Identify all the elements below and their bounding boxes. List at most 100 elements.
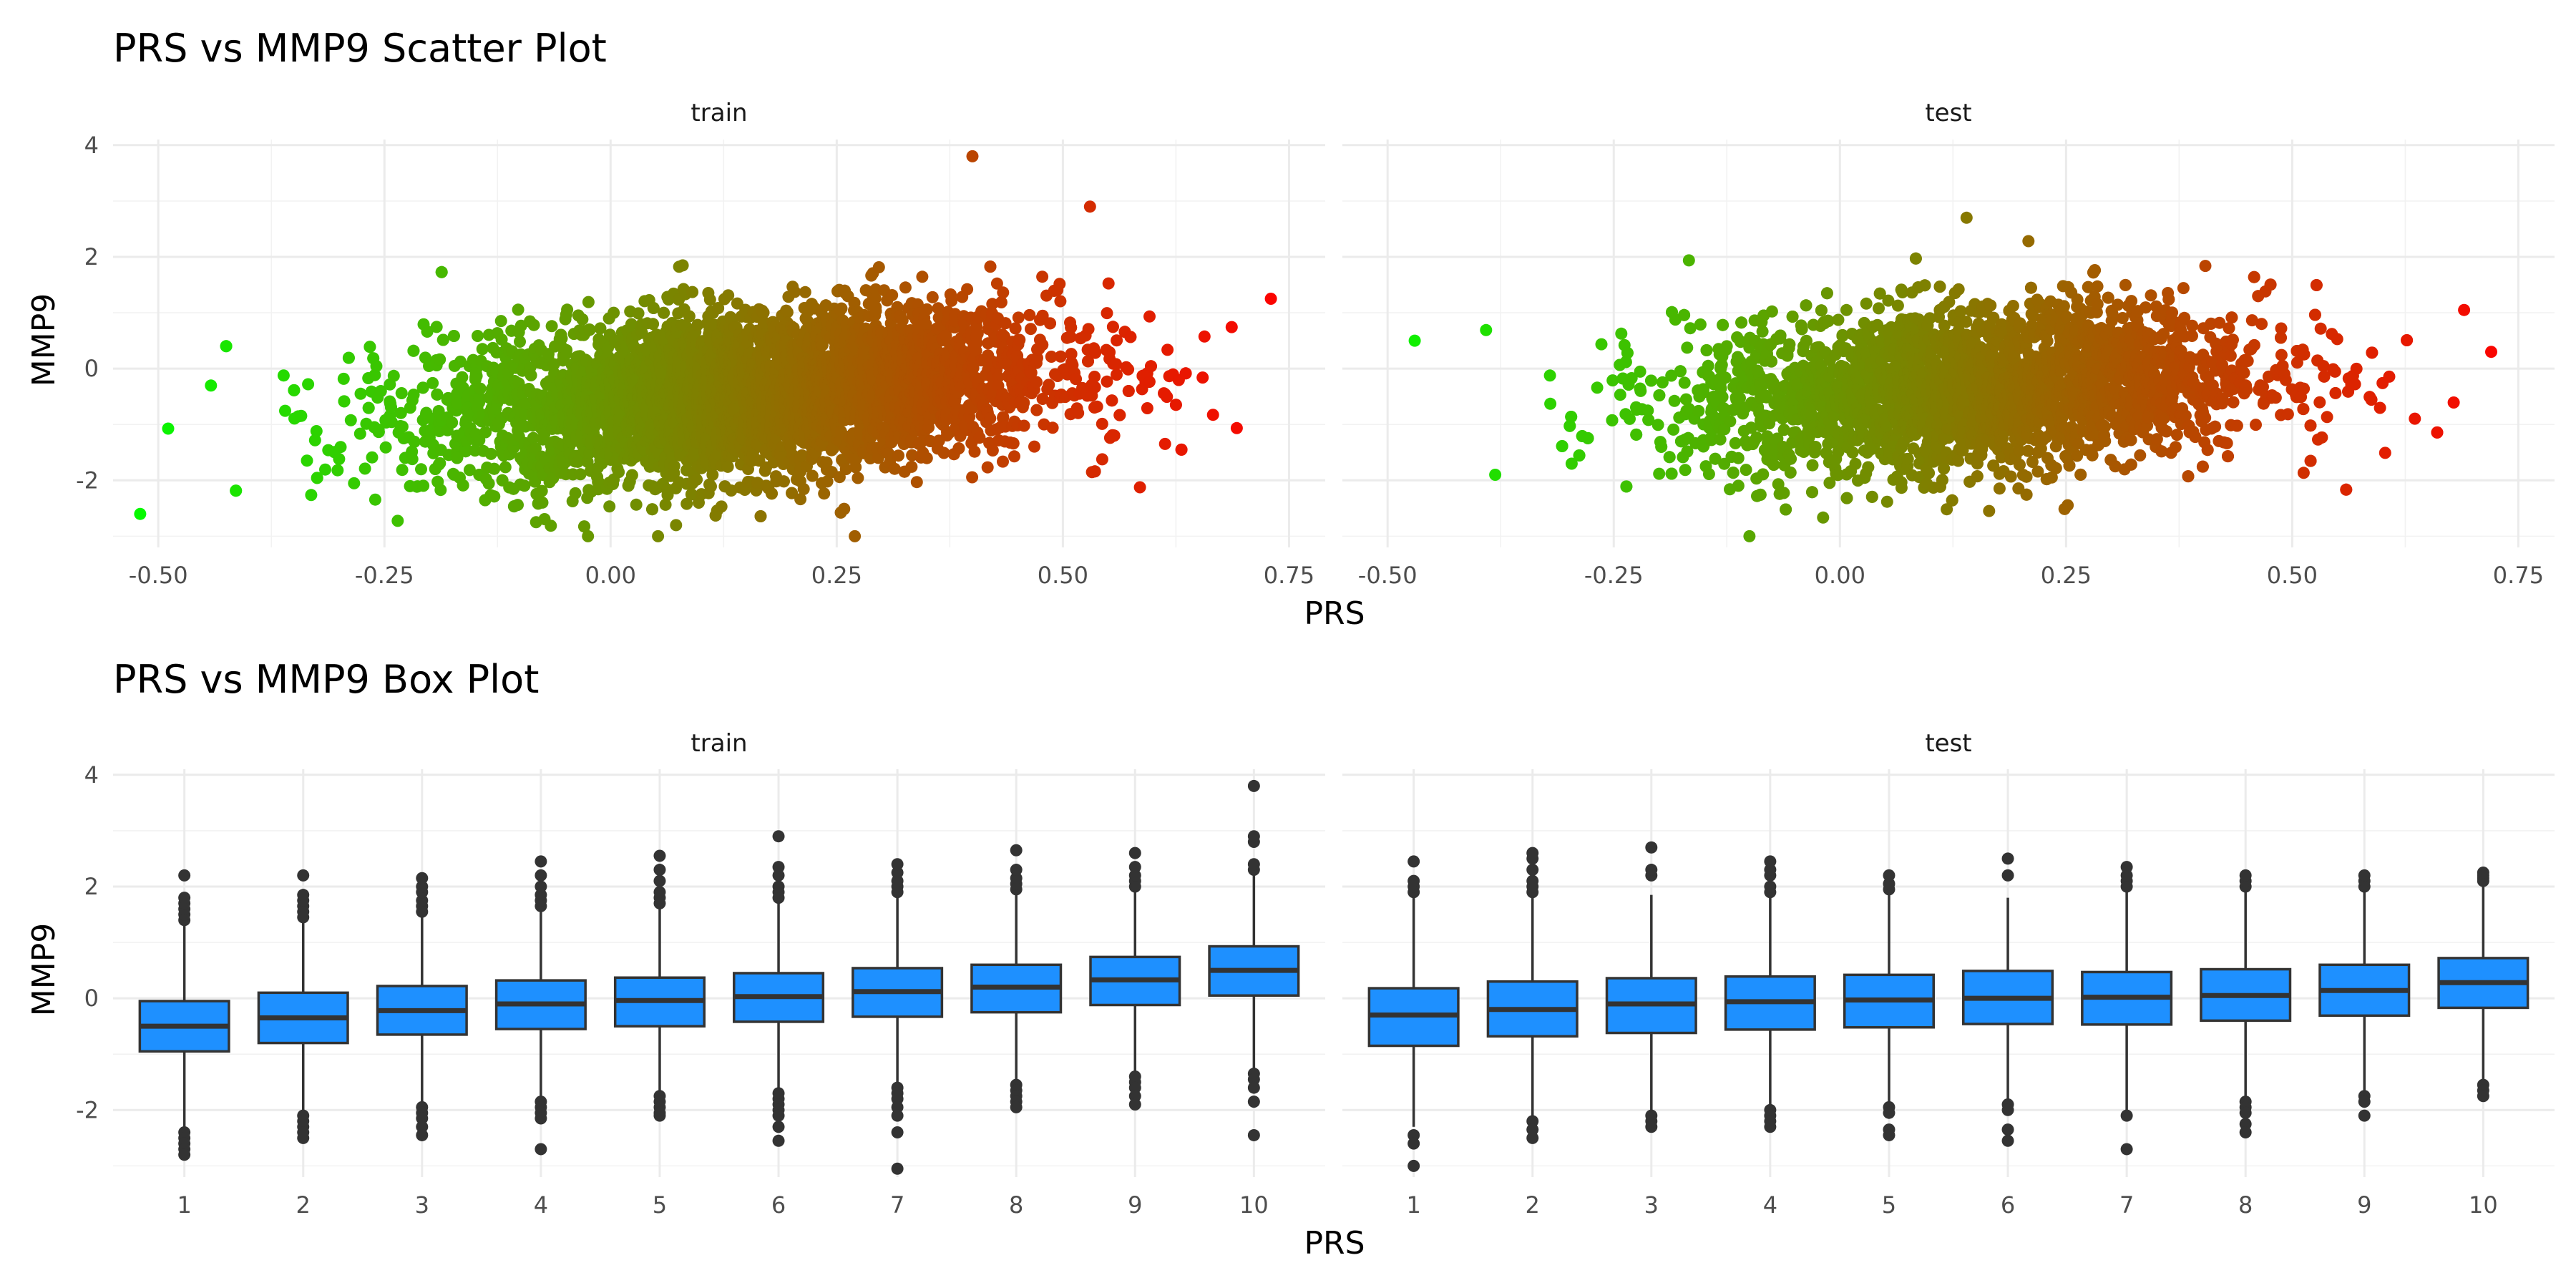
scatter-point <box>514 336 526 348</box>
scatter-point <box>757 306 770 319</box>
scatter-point <box>961 283 974 296</box>
scatter-point <box>457 479 469 492</box>
scatter-point <box>358 462 371 475</box>
box-y-axis-title: MMP9 <box>26 923 62 1016</box>
scatter-point <box>456 371 469 384</box>
scatter-point <box>536 496 549 509</box>
scatter-point <box>945 294 958 307</box>
scatter-point <box>835 302 848 315</box>
scatter-point <box>630 498 643 511</box>
scatter-point <box>920 303 933 316</box>
scatter-point <box>220 340 233 353</box>
scatter-point <box>910 476 923 489</box>
scatter-point <box>479 426 492 439</box>
scatter-point <box>578 520 590 533</box>
scatter-point <box>686 286 699 298</box>
y-tick-label: 2 <box>84 243 99 270</box>
scatter-point <box>447 330 460 342</box>
scatter-point <box>984 260 997 273</box>
scatter-point <box>691 473 703 486</box>
scatter-point <box>968 445 981 458</box>
scatter-point <box>344 414 357 426</box>
scatter-point <box>582 530 595 542</box>
scatter-point <box>583 323 596 336</box>
scatter-point <box>872 261 885 273</box>
scatter-point <box>362 401 375 414</box>
scatter-point <box>295 409 308 422</box>
scatter-point <box>916 270 929 283</box>
scatter-point <box>997 286 1010 299</box>
scatter-facet-label-train: train <box>691 99 747 127</box>
scatter-point <box>789 286 801 298</box>
box-facet-label-train: train <box>691 729 747 758</box>
scatter-point <box>984 412 997 425</box>
scatter-point <box>205 379 218 392</box>
scatter-point <box>777 475 790 488</box>
scatter-point <box>899 281 912 294</box>
scatter-point <box>459 445 472 458</box>
scatter-point <box>354 387 367 400</box>
scatter-point <box>668 459 680 472</box>
scatter-point <box>308 434 321 447</box>
scatter-point <box>905 460 918 473</box>
scatter-point <box>230 484 243 497</box>
scatter-point <box>305 489 318 502</box>
scatter-point <box>337 372 350 385</box>
scatter-point <box>407 389 420 401</box>
scatter-point <box>869 305 882 318</box>
scatter-point <box>594 322 607 335</box>
scatter-point <box>431 388 444 401</box>
scatter-point <box>555 332 568 345</box>
scatter-point <box>576 313 589 326</box>
scatter-point <box>952 442 965 455</box>
scatter-point <box>818 487 831 500</box>
y-tick-label: 4 <box>84 132 99 159</box>
scatter-point <box>364 341 376 353</box>
scatter-point <box>334 441 347 454</box>
box-plot-title: PRS vs MMP9 Box Plot <box>113 657 539 702</box>
scatter-point <box>613 466 625 479</box>
x-tick-label: -0.50 <box>129 562 188 589</box>
scatter-point <box>527 431 540 444</box>
scatter-point <box>353 427 366 440</box>
scatter-point <box>525 369 537 381</box>
scatter-point <box>451 451 464 464</box>
scatter-point <box>451 397 464 410</box>
scatter-point <box>997 455 1009 468</box>
x-tick-label: 0.00 <box>585 562 636 589</box>
scatter-point <box>545 519 557 532</box>
scatter-point <box>396 420 409 433</box>
scatter-point <box>647 302 660 314</box>
scatter-point <box>676 259 689 272</box>
scatter-point <box>372 426 385 439</box>
scatter-point <box>561 303 574 316</box>
scatter-point <box>482 477 495 490</box>
scatter-point <box>370 360 383 373</box>
scatter-point <box>369 493 381 506</box>
scatter-point <box>632 307 645 320</box>
y-tick-label: 0 <box>84 355 99 382</box>
scatter-point <box>366 451 379 464</box>
scatter-point <box>476 343 489 356</box>
scatter-point <box>434 353 447 366</box>
scatter-point <box>518 479 531 492</box>
scatter-point <box>369 369 381 381</box>
scatter-point <box>394 406 407 419</box>
scatter-point <box>981 461 994 474</box>
scatter-point <box>387 369 400 382</box>
scatter-point <box>310 425 323 437</box>
scatter-point <box>545 320 558 333</box>
scatter-point <box>415 463 427 476</box>
scatter-point <box>658 306 670 319</box>
scatter-point <box>582 296 595 308</box>
scatter-point <box>302 378 315 391</box>
scatter-point <box>342 351 355 364</box>
scatter-point <box>535 484 548 497</box>
scatter-point <box>134 507 147 520</box>
x-tick-label: 0.25 <box>811 562 862 589</box>
scatter-point <box>560 343 573 356</box>
y-tick-label: -2 <box>76 467 99 494</box>
scatter-point <box>722 289 735 302</box>
x-tick-label: 0.75 <box>1264 562 1314 589</box>
